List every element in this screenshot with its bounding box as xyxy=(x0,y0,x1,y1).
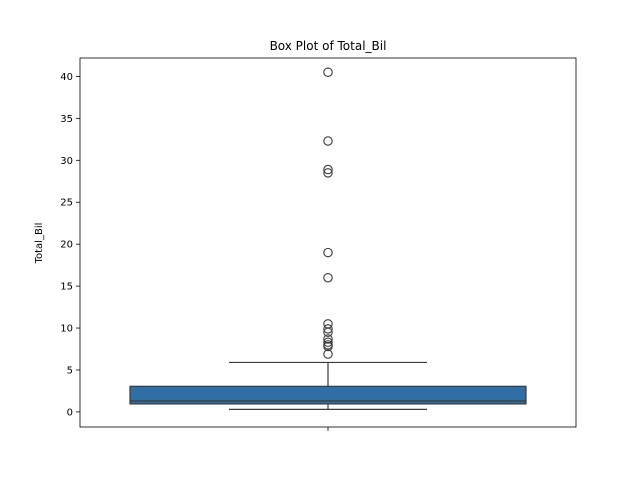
y-tick-label: 10 xyxy=(60,324,73,335)
y-axis-label: Total_Bil xyxy=(34,223,45,265)
y-tick-label: 25 xyxy=(60,198,73,209)
outlier-point xyxy=(323,327,333,337)
y-tick-label: 30 xyxy=(60,156,73,167)
outlier-point xyxy=(323,337,333,348)
y-tick-label: 20 xyxy=(60,240,73,251)
outlier-point xyxy=(323,164,333,175)
outlier-point xyxy=(323,168,333,178)
outlier-point xyxy=(323,324,333,334)
outlier-point xyxy=(323,136,333,146)
y-tick-label: 0 xyxy=(67,407,73,418)
y-tick-label: 15 xyxy=(60,282,73,293)
y-tick-label: 40 xyxy=(60,72,73,83)
outlier-point xyxy=(323,272,333,283)
outlier-point xyxy=(323,334,333,344)
outlier-point xyxy=(323,341,333,352)
outlier-point xyxy=(323,349,333,359)
y-tick-label: 35 xyxy=(60,114,73,125)
outlier-point xyxy=(323,67,333,78)
y-tick-label: 5 xyxy=(67,365,73,376)
outlier-point xyxy=(323,319,333,329)
iqr-box xyxy=(129,385,527,405)
chart-title: Box Plot of Total_Bil xyxy=(270,39,387,53)
plot-area: 0 5 10 15 20 25 30 35 40 xyxy=(60,57,577,431)
outlier-point xyxy=(323,247,333,258)
